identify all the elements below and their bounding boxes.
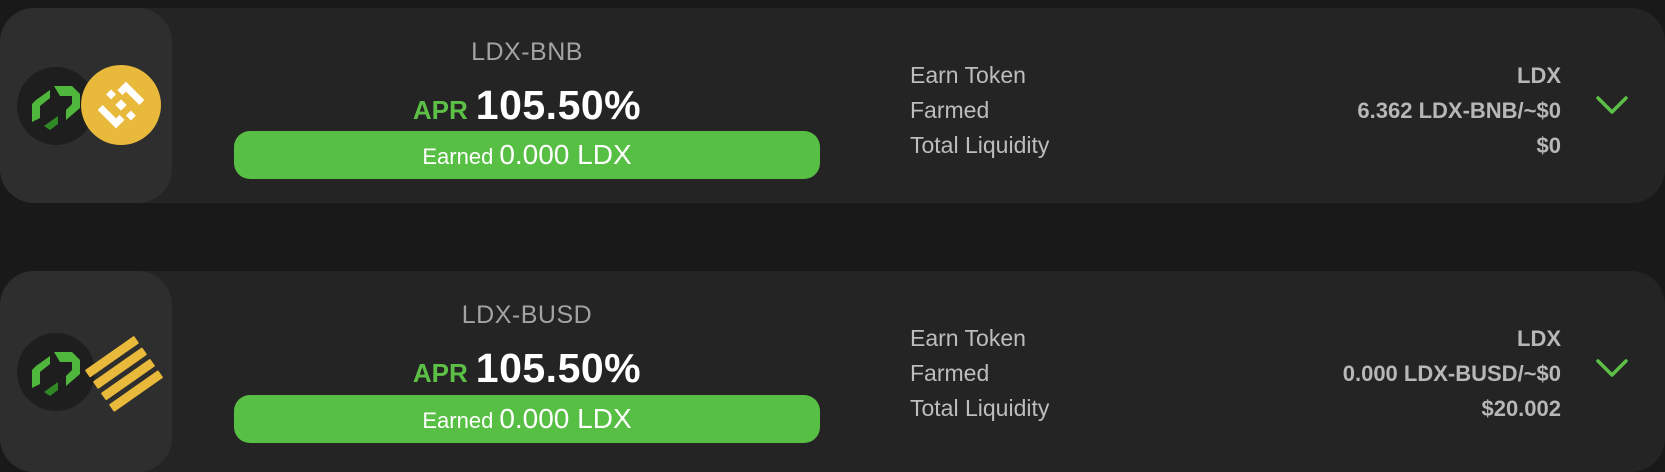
apr-row: APR 105.50% [234, 344, 820, 402]
earn-token-label: Earn Token [910, 62, 1026, 88]
earned-value: 0.000 LDX [499, 139, 632, 170]
token-pair-icons [14, 60, 164, 150]
earn-token-label: Earn Token [910, 325, 1026, 351]
total-liquidity-value: $0 [1536, 133, 1561, 158]
bnb-token-icon [81, 65, 161, 145]
farmed-label: Farmed [910, 360, 990, 386]
farmed-label: Farmed [910, 97, 990, 123]
apr-value: 105.50% [475, 82, 642, 128]
apr-label: APR [412, 358, 468, 388]
token-pair-icons [14, 326, 164, 416]
total-liquidity-label: Total Liquidity [910, 132, 1050, 158]
farmed-value: 6.362 LDX-BNB/~$0 [1357, 98, 1561, 123]
busd-token-icon [85, 336, 163, 412]
chevron-down-icon[interactable] [1595, 94, 1629, 116]
farm-info-labels: Earn Token Farmed Total Liquidity [910, 58, 1049, 163]
farm-info-labels: Earn Token Farmed Total Liquidity [910, 321, 1049, 426]
earned-value: 0.000 LDX [499, 403, 632, 434]
apr-label: APR [412, 95, 468, 125]
earn-token-value: LDX [1517, 63, 1561, 88]
farm-card-ldx-busd[interactable]: LDX-BUSD APR 105.50% Earned 0.000 LDX Earn… [0, 271, 1665, 472]
pair-name: LDX-BNB [471, 38, 583, 66]
apr-row: APR 105.50% [234, 81, 820, 139]
farm-summary: LDX-BUSD APR 105.50% Earned 0.000 LDX [234, 271, 820, 472]
farm-info-values: LDX 0.000 LDX-BUSD/~$0 $20.002 [1343, 321, 1561, 426]
token-pair-logo [0, 8, 172, 203]
pair-name: LDX-BUSD [461, 301, 593, 329]
apr-value: 105.50% [475, 345, 642, 391]
earned-label: Earned [422, 144, 494, 169]
earn-token-value: LDX [1517, 326, 1561, 351]
ldx-token-icon [17, 333, 95, 411]
farm-info-values: LDX 6.362 LDX-BNB/~$0 $0 [1357, 58, 1561, 163]
chevron-down-icon[interactable] [1595, 357, 1629, 379]
farm-summary: LDX-BNB APR 105.50% Earned 0.000 LDX [234, 8, 820, 203]
token-pair-logo [0, 271, 172, 472]
earned-button[interactable]: Earned 0.000 LDX [234, 131, 820, 179]
earned-label: Earned [422, 408, 494, 433]
earned-button[interactable]: Earned 0.000 LDX [234, 395, 820, 443]
ldx-token-icon [17, 67, 95, 145]
farm-card-ldx-bnb[interactable]: LDX-BNB APR 105.50% Earned 0.000 LDX Earn … [0, 8, 1665, 203]
total-liquidity-value: $20.002 [1481, 396, 1561, 421]
total-liquidity-label: Total Liquidity [910, 395, 1050, 421]
farmed-value: 0.000 LDX-BUSD/~$0 [1342, 361, 1561, 386]
